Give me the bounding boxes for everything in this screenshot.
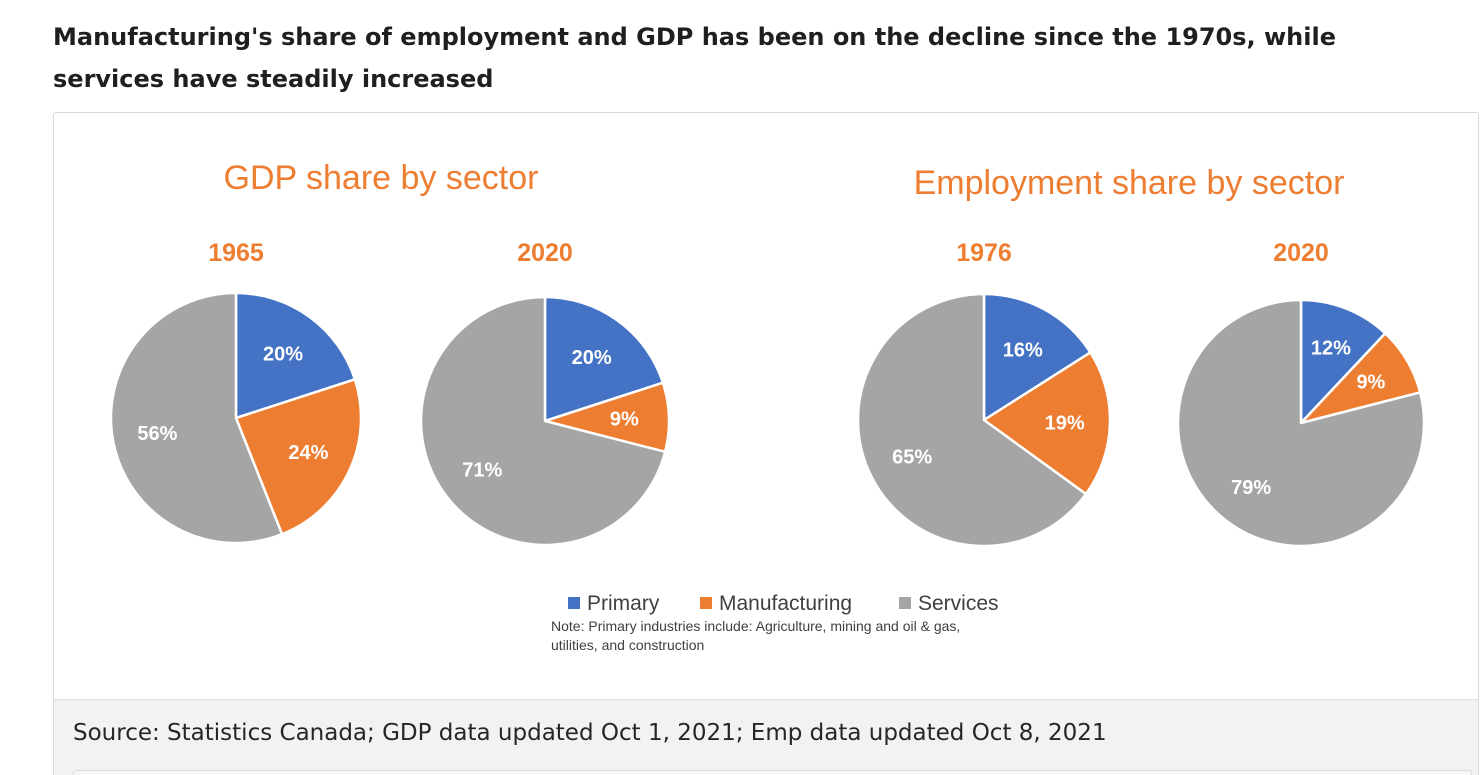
pie-2-label-manufacturing: 9% — [610, 409, 639, 431]
pie-3-slice-primary — [982, 292, 1092, 422]
pie-3-year-label: 1976 — [956, 239, 1012, 267]
pie-2-label-primary: 20% — [572, 347, 612, 369]
legend-swatch-primary — [568, 597, 580, 609]
pie-4-year-label: 2020 — [1273, 239, 1329, 267]
pie-3-label-primary: 16% — [1003, 339, 1043, 361]
gdp-chart-title: GDP share by sector — [224, 159, 539, 197]
pie-2-slice-primary — [543, 295, 665, 423]
pie-3-slice-services — [856, 292, 1088, 548]
legend-label-services: Services — [918, 592, 999, 615]
pie-charts-figure: GDP share by sector Employment share by s… — [109, 159, 1426, 653]
pie-3-label-services: 65% — [892, 447, 932, 469]
legend-swatch-services — [899, 597, 911, 609]
source-note: Source: Statistics Canada; GDP data upda… — [73, 720, 1107, 746]
pie-1-year-label: 1965 — [208, 239, 264, 267]
pie-1-label-manufacturing: 24% — [288, 442, 328, 464]
pie-4-label-manufacturing: 9% — [1356, 372, 1385, 394]
pie-3-slice-manufacturing — [982, 351, 1112, 496]
chart-note-line-1: Note: Primary industries include: Agricu… — [551, 618, 960, 634]
pie-2-slice-services — [419, 295, 667, 547]
legend-label-manufacturing: Manufacturing — [719, 592, 852, 615]
employment-chart-title: Employment share by sector — [914, 164, 1345, 202]
pie-2-label-services: 71% — [462, 460, 502, 482]
pie-1-slice-primary — [234, 291, 357, 420]
chart-card: GDP share by sector Employment share by s… — [53, 112, 1479, 775]
pie-2-year-label: 2020 — [517, 239, 573, 267]
pie-1-label-services: 56% — [137, 423, 177, 445]
pie-1-label-primary: 20% — [263, 343, 303, 365]
legend-label-primary: Primary — [587, 592, 660, 615]
footer-panel — [73, 770, 1472, 775]
pie-4-slice-services — [1176, 298, 1426, 548]
pie-4-label-services: 79% — [1231, 477, 1271, 499]
chart-note-line-2: utilities, and construction — [551, 637, 704, 653]
legend-swatch-manufacturing — [700, 597, 712, 609]
pie-4-slice-primary — [1299, 298, 1387, 425]
pie-4-label-primary: 12% — [1311, 338, 1351, 360]
card-footer: Source: Statistics Canada; GDP data upda… — [54, 699, 1478, 775]
page-headline: Manufacturing's share of employment and … — [53, 23, 1336, 93]
pie-1-slice-services — [109, 291, 284, 545]
pie-3-label-manufacturing: 19% — [1045, 413, 1085, 435]
